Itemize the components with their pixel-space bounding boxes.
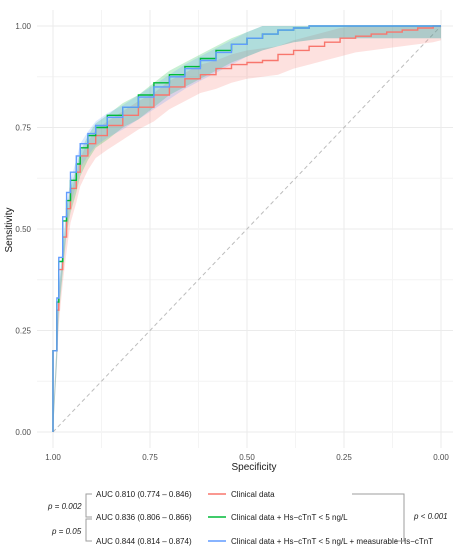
p-value-left-bottom: p = 0.05 [51, 527, 82, 536]
x-tick-label: 0.75 [142, 453, 158, 462]
y-tick-label: 1.00 [15, 22, 31, 31]
x-tick-labels: 1.00 0.75 0.50 0.25 0.00 [45, 453, 449, 462]
legend-label-1: Clinical data [231, 490, 275, 499]
x-tick-label: 0.00 [433, 453, 449, 462]
legend-label-2: Clinical data + Hs−cTnT < 5 ng/L [231, 513, 348, 522]
legend-auc-1: AUC 0.810 (0.774 – 0.846) [96, 490, 192, 499]
bracket-right [352, 493, 405, 542]
legend-label-3: Clinical data + Hs−cTnT < 5 ng/L + measu… [231, 537, 433, 546]
p-value-left-top: p = 0.002 [47, 502, 82, 511]
y-tick-label: 0.50 [15, 225, 31, 234]
x-axis-title: Specificity [231, 462, 276, 473]
grid [37, 10, 453, 448]
legend-auc-3: AUC 0.844 (0.814 – 0.874) [96, 537, 192, 546]
legend-auc-2: AUC 0.836 (0.806 – 0.866) [96, 513, 192, 522]
bracket-left-top [85, 493, 92, 518]
x-tick-label: 1.00 [45, 453, 61, 462]
roc-line-3 [52, 25, 441, 432]
legend: AUC 0.810 (0.774 – 0.846) Clinical data AU… [96, 490, 433, 546]
x-tick-label: 0.25 [336, 453, 352, 462]
comparison-brackets: p = 0.002 p = 0.05 p < 0.001 [47, 493, 448, 542]
y-tick-labels: 0.00 0.25 0.50 0.75 1.00 [15, 22, 31, 437]
y-tick-label: 0.25 [15, 327, 31, 336]
p-value-right: p < 0.001 [413, 512, 448, 521]
y-tick-label: 0.75 [15, 124, 31, 133]
y-axis-title: Sensitivity [4, 207, 15, 252]
bracket-left-bottom [85, 518, 92, 542]
y-tick-label: 0.00 [15, 428, 31, 437]
roc-lines [52, 25, 441, 432]
reference-diagonal [52, 25, 442, 433]
x-tick-label: 0.50 [239, 453, 255, 462]
